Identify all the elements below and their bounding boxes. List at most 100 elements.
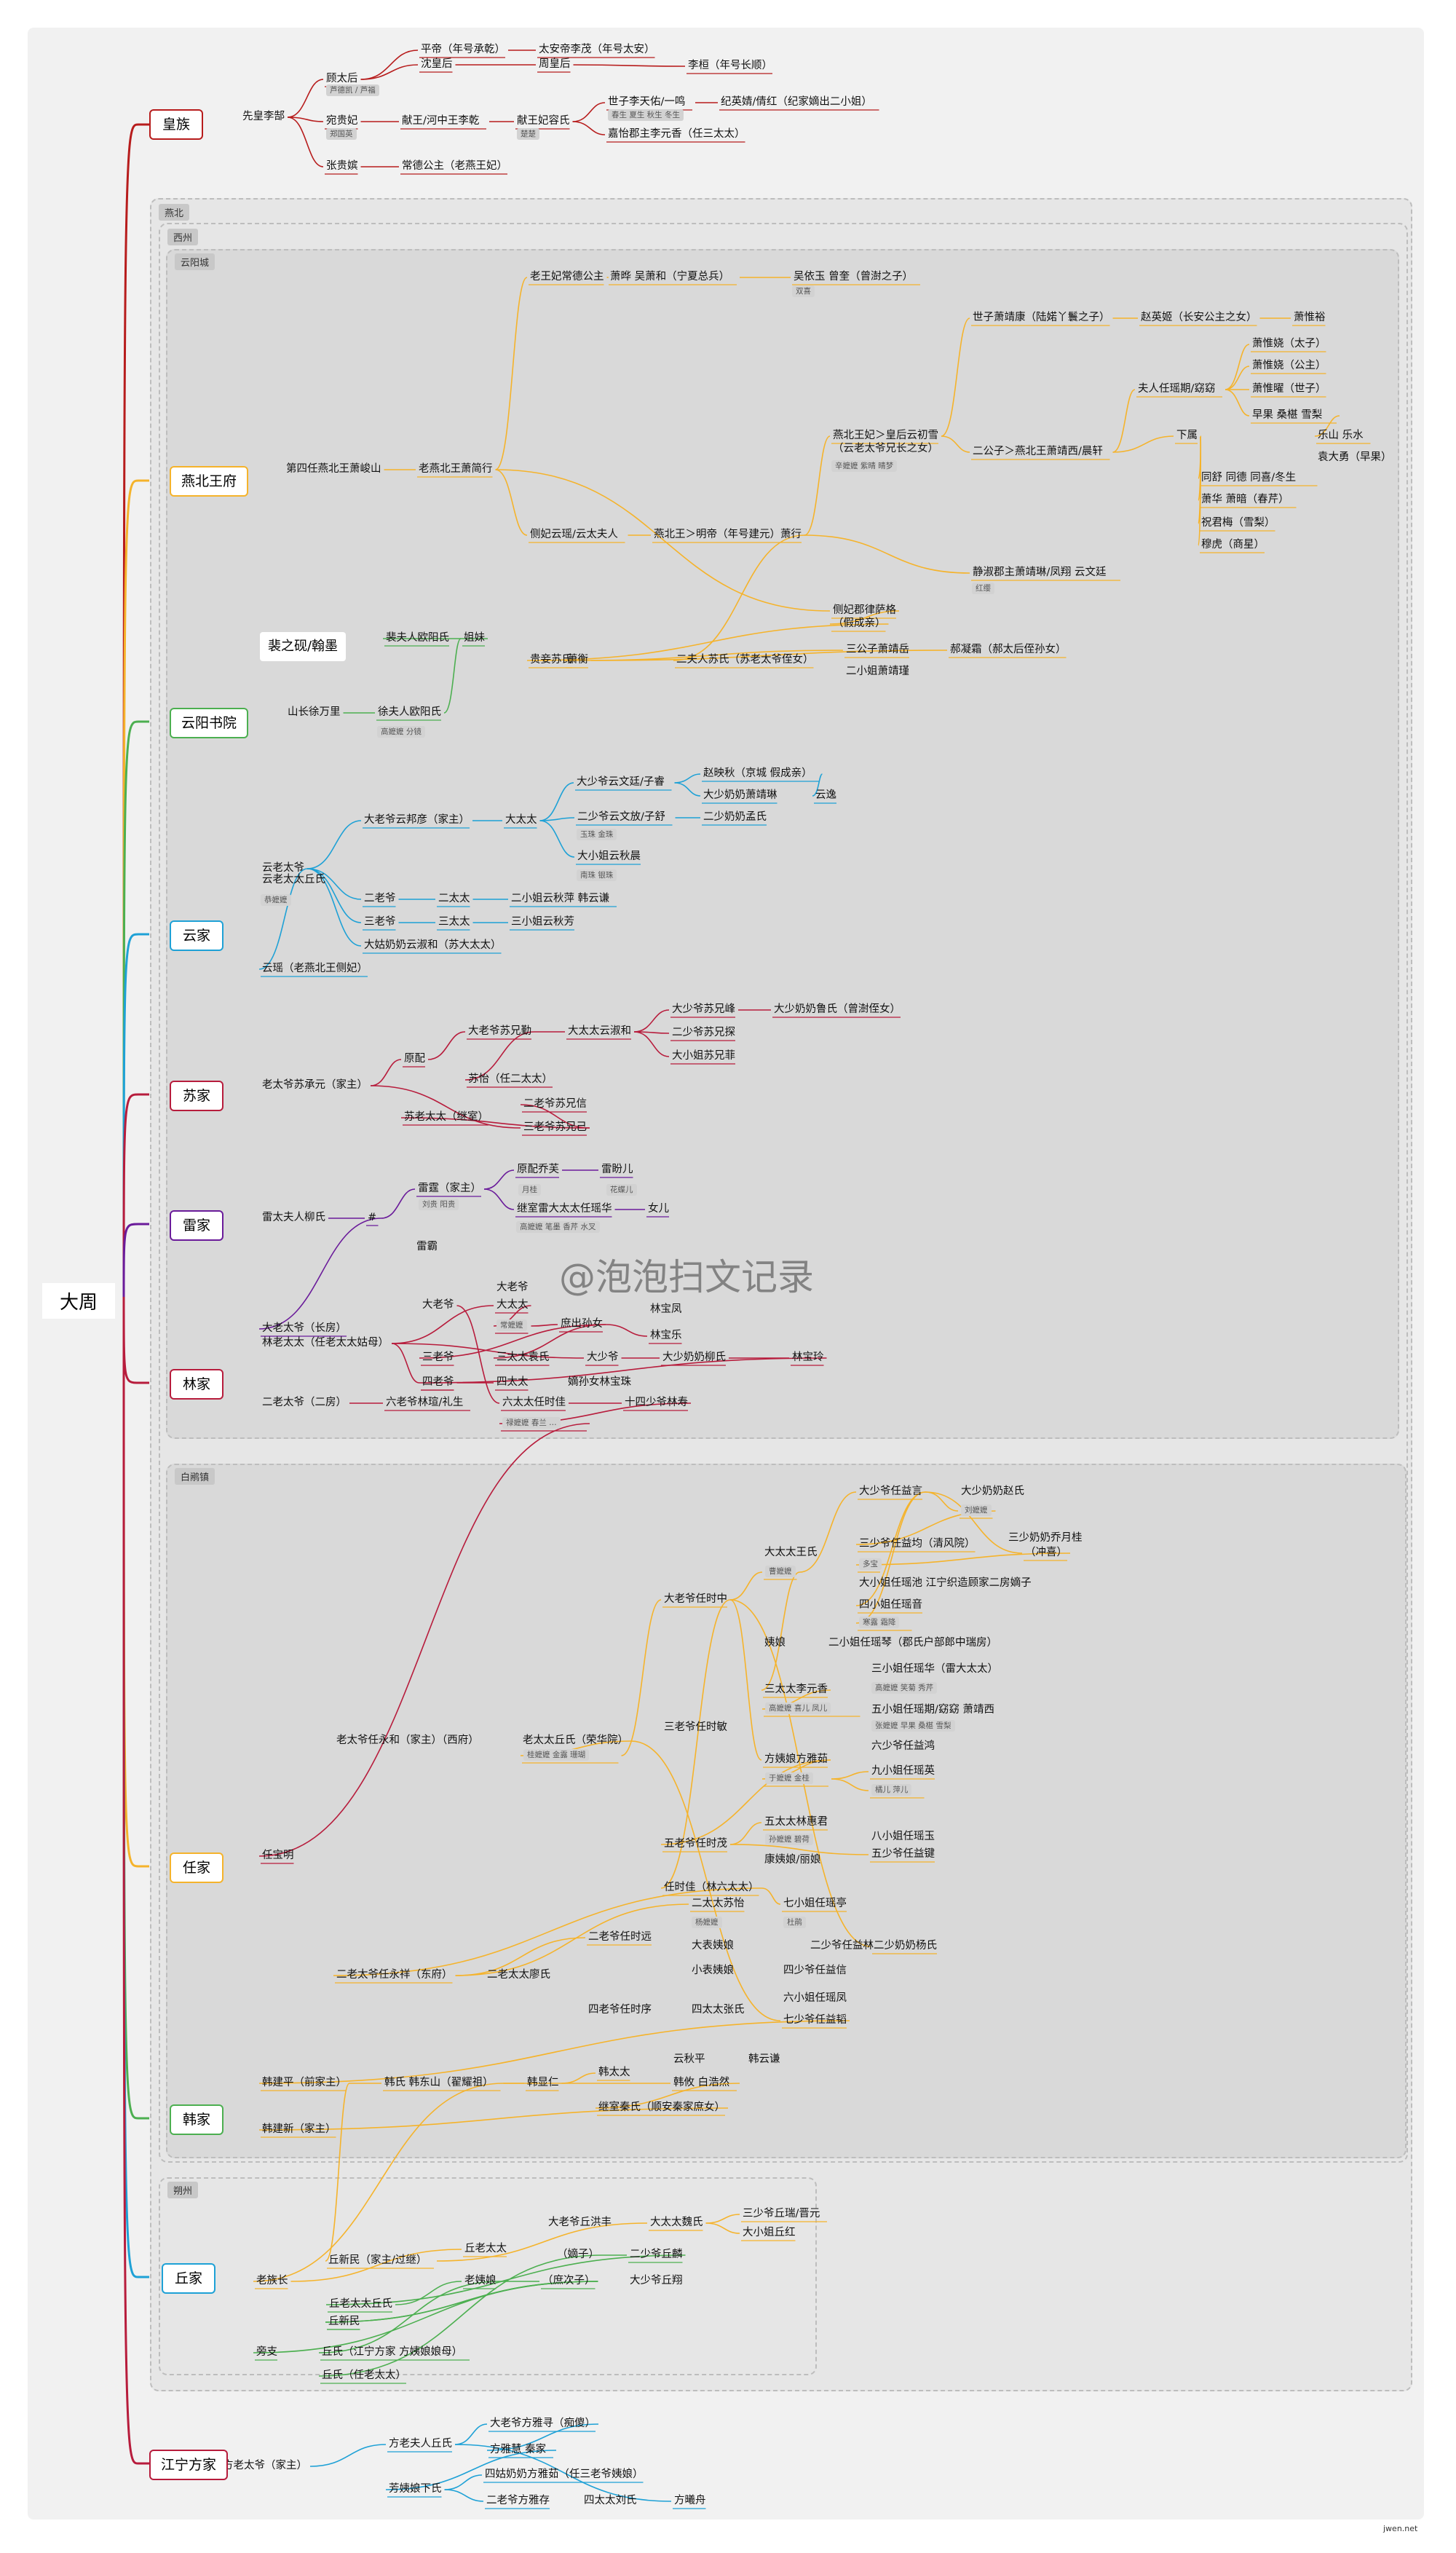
person-node[interactable]: 五少爷任益键 xyxy=(871,1848,935,1860)
person-node[interactable]: 苏怡（任二太太） xyxy=(468,1073,553,1085)
person-node[interactable]: 老太太丘氏（荣华院） xyxy=(523,1735,628,1746)
person-node[interactable]: 二少奶奶杨氏 xyxy=(874,1940,937,1952)
person-node[interactable]: 四小姐任瑶音 xyxy=(859,1599,922,1611)
person-node[interactable]: 韩云谦 xyxy=(748,2053,780,2065)
person-node[interactable]: 韩建平（前家主） xyxy=(262,2077,347,2088)
person-node[interactable]: 早果 桑椹 雪梨 xyxy=(1252,409,1323,421)
person-node[interactable]: 老族长 xyxy=(256,2275,288,2286)
person-node[interactable]: 二老太爷任永祥（东府） xyxy=(336,1969,453,1981)
person-node[interactable]: （云老太爷兄长之女） xyxy=(833,443,938,454)
person-node[interactable]: 林宝乐 xyxy=(650,1330,682,1341)
family-su[interactable]: 苏家 xyxy=(170,1081,223,1111)
person-node[interactable]: 三老爷任时敏 xyxy=(664,1721,727,1733)
person-node[interactable]: 沈皇后 xyxy=(421,58,453,70)
person-node[interactable]: 林老太太（任老太太姑母） xyxy=(262,1337,389,1349)
person-node[interactable]: 二老爷 xyxy=(364,893,396,904)
person-node[interactable]: 方曦舟 xyxy=(674,2495,706,2506)
person-node[interactable]: 平帝（年号承乾） xyxy=(421,44,505,55)
person-node[interactable]: 女儿 xyxy=(648,1203,669,1215)
person-node[interactable]: 大老爷苏兄勤 xyxy=(468,1025,531,1037)
person-node[interactable]: 丘氏（任老太太） xyxy=(322,2369,406,2381)
person-node[interactable]: 七小姐任瑶亭 xyxy=(783,1898,847,1909)
person-node[interactable]: 萧衡 xyxy=(567,654,588,666)
person-node[interactable]: 老王妃常德公主 xyxy=(530,271,604,283)
person-node[interactable]: 大表姨娘 xyxy=(692,1940,734,1952)
person-node[interactable]: 任时佳（林六太太） xyxy=(664,1882,759,1893)
person-node[interactable]: 二少奶奶孟氏 xyxy=(703,811,767,823)
person-node[interactable]: 侧妃云瑶/云太夫人 xyxy=(530,529,618,540)
person-node[interactable]: 大太太云淑和 xyxy=(568,1025,631,1037)
person-node[interactable]: 三太太袁氏 xyxy=(496,1352,550,1363)
person-node[interactable]: 云秋平 xyxy=(673,2053,705,2065)
person-node[interactable]: 云老太太丘氏 xyxy=(262,874,325,885)
person-node[interactable]: 大少奶奶鲁氏（曾澍侄女） xyxy=(774,1003,901,1015)
person-node[interactable]: （假成亲） xyxy=(833,617,886,629)
person-node[interactable]: 纪英婧/倩红（纪家嫡出二小姐） xyxy=(721,96,872,108)
person-node[interactable]: 大老爷云邦彦（家主） xyxy=(364,814,470,826)
root-node[interactable]: 大周 xyxy=(42,1283,116,1319)
person-node[interactable]: 李桓（年号长顺） xyxy=(688,60,772,71)
person-node[interactable]: 二少爷苏兄探 xyxy=(672,1027,735,1038)
person-node[interactable]: 大老爷 xyxy=(422,1299,454,1311)
person-node[interactable]: 林宝玲 xyxy=(792,1352,824,1363)
family-ren[interactable]: 任家 xyxy=(170,1852,223,1883)
person-node[interactable]: 十四少爷林寿 xyxy=(625,1397,688,1408)
person-node[interactable]: 大少爷丘翔 xyxy=(630,2275,683,2286)
person-node[interactable]: 雷霸 xyxy=(416,1241,438,1252)
person-node[interactable]: 大姑奶奶云淑和（苏大太太） xyxy=(364,939,502,951)
person-node[interactable]: 大老爷方雅寻（痴傻） xyxy=(490,2418,596,2429)
person-node[interactable]: 四姑奶奶方雅茹（任三老爷姨娘） xyxy=(485,2469,644,2480)
person-node[interactable]: 丘氏（江宁方家 方姨娘娘母） xyxy=(322,2346,463,2358)
person-node[interactable]: 云逸 xyxy=(815,789,836,801)
person-node[interactable]: 二少爷任益林 xyxy=(810,1940,874,1952)
family-yunyang[interactable]: 云阳书院 xyxy=(170,708,248,738)
family-lin[interactable]: 林家 xyxy=(170,1369,223,1400)
person-node[interactable]: 三少奶奶乔月桂 xyxy=(1008,1532,1083,1544)
person-node[interactable]: 任宝明 xyxy=(262,1850,294,1861)
person-node[interactable]: 大老爷丘洪丰 xyxy=(548,2217,612,2228)
person-node[interactable]: 萧晔 吴萧和（宁夏总兵） xyxy=(610,271,730,283)
person-node[interactable]: 丘新民（家主/过继） xyxy=(328,2254,427,2266)
person-node[interactable]: 同舒 同德 同喜/冬生 xyxy=(1201,472,1297,484)
person-node[interactable]: 二老太太廖氏 xyxy=(487,1969,550,1981)
person-node[interactable]: （嫡子） xyxy=(557,2249,599,2260)
person-node[interactable]: （冲喜） xyxy=(1025,1547,1067,1558)
person-node[interactable]: 常德公主（老燕王妃） xyxy=(402,160,507,172)
person-node[interactable]: 大小姐苏兄菲 xyxy=(672,1050,735,1062)
person-node[interactable]: 五太太林惠君 xyxy=(764,1816,828,1828)
person-node[interactable]: 老太爷苏承元（家主） xyxy=(262,1079,368,1091)
person-node[interactable]: 萧惟裕 xyxy=(1294,312,1326,323)
person-node[interactable]: 嘉怡郡主李元香（任三太太） xyxy=(608,128,745,140)
person-node[interactable]: 二老爷任时远 xyxy=(588,1931,652,1943)
person-node[interactable]: 三小姐任瑶华（雷大太太） xyxy=(871,1663,998,1675)
family-han[interactable]: 韩家 xyxy=(170,2104,223,2135)
person-node[interactable]: 丘新民 xyxy=(328,2316,360,2327)
person-node[interactable]: 老姨娘 xyxy=(464,2275,496,2286)
person-node[interactable]: 方老夫人丘氏 xyxy=(389,2438,452,2450)
person-node[interactable]: 三老爷苏兄己 xyxy=(523,1121,587,1133)
person-node[interactable]: 芳姨娘下氏 xyxy=(389,2483,442,2495)
person-node[interactable]: 周皇后 xyxy=(539,58,571,70)
person-node[interactable]: 三老爷 xyxy=(364,916,396,928)
person-node[interactable]: 献王妃容氏 xyxy=(517,115,570,127)
family-yanbei[interactable]: 燕北王府 xyxy=(170,466,248,497)
person-node[interactable]: # xyxy=(368,1212,377,1223)
person-node[interactable]: 云瑶（老燕北王侧妃） xyxy=(262,963,368,974)
person-node[interactable]: 大小姐任瑶池 江宁织造顾家二房嫡子 xyxy=(859,1577,1032,1589)
family-yun[interactable]: 云家 xyxy=(170,920,223,951)
person-node[interactable]: 六老爷林瑄/礼生 xyxy=(386,1397,464,1408)
person-node[interactable]: 世子萧靖康（陆婼丫鬟之子） xyxy=(973,312,1110,323)
person-node[interactable]: 三小姐云秋芳 xyxy=(511,916,574,928)
person-node[interactable]: 方雅慧 秦家 xyxy=(490,2444,547,2455)
person-node[interactable]: 下属 xyxy=(1176,430,1198,441)
person-node[interactable]: 第四任燕北王萧峻山 xyxy=(286,463,381,475)
person-node[interactable]: 四老爷 xyxy=(422,1376,454,1388)
person-node[interactable]: 七少爷任益韬 xyxy=(783,2014,847,2026)
person-node[interactable]: 原配乔芙 xyxy=(517,1164,559,1175)
person-node[interactable]: 四太太刘氏 xyxy=(584,2495,637,2506)
person-node[interactable]: 大太太王氏 xyxy=(764,1547,818,1558)
person-node[interactable]: 三少爷丘瑞/晋元 xyxy=(743,2208,820,2219)
person-node[interactable]: 雷盼儿 xyxy=(601,1164,633,1175)
person-node[interactable]: 二老爷方雅存 xyxy=(486,2495,550,2506)
person-node[interactable]: 侧妃郡律萨格 xyxy=(833,604,896,616)
